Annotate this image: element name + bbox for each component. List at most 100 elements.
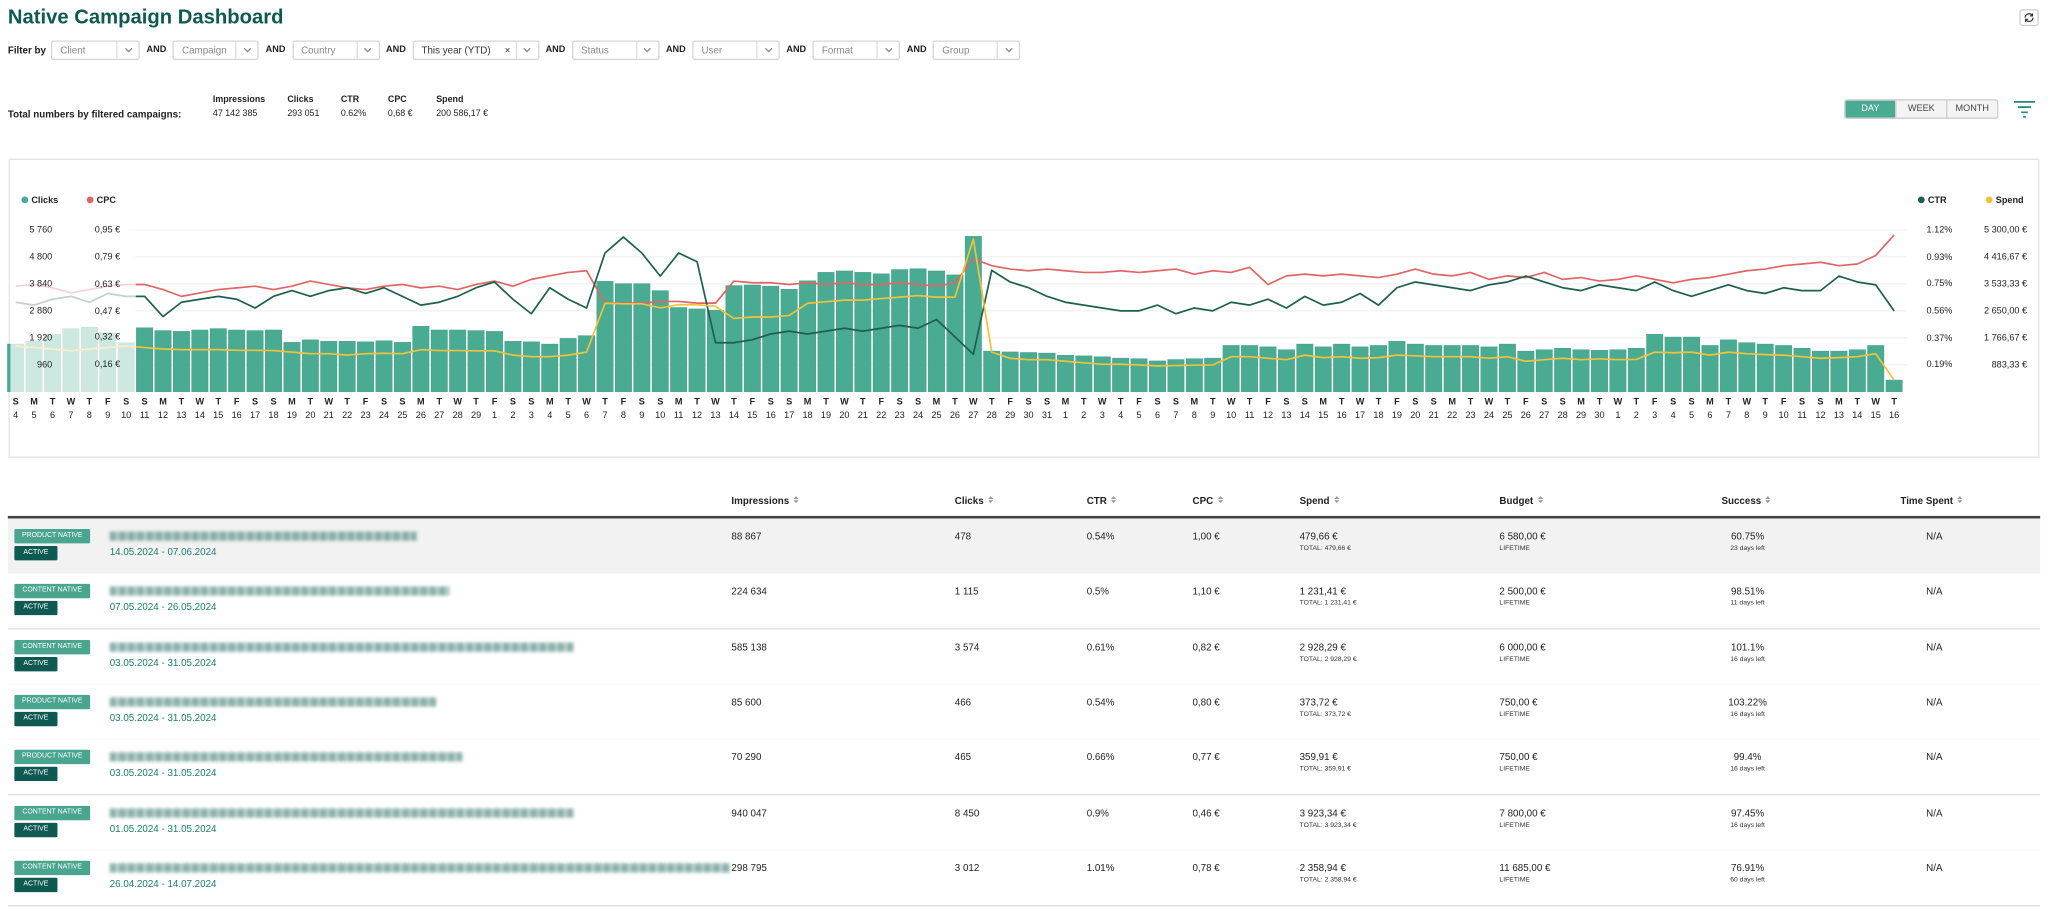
x-weekday-label: S: [639, 397, 645, 407]
refresh-button[interactable]: [2019, 9, 2039, 27]
campaign-name-obscured[interactable]: [109, 752, 463, 762]
y-tick-label: 0,79 €: [95, 252, 120, 262]
column-header[interactable]: CTR: [1087, 495, 1118, 507]
bar: [670, 307, 688, 393]
cell-cpc: 0,78 €: [1192, 861, 1220, 874]
x-tick-label: 12: [1263, 410, 1273, 420]
x-tick-label: 29: [1576, 410, 1586, 420]
bar: [1646, 333, 1664, 393]
x-weekday-label: W: [711, 397, 720, 407]
filter-dropdown[interactable]: Format: [812, 39, 901, 60]
x-tick-label: 2: [510, 410, 515, 420]
campaign-name-obscured[interactable]: [109, 586, 450, 596]
cell-spend: 479,66 €: [1299, 530, 1338, 543]
y-tick-label: 1 766,67 €: [1984, 332, 2027, 342]
filter-dropdown[interactable]: Client: [51, 39, 140, 60]
x-tick-label: 13: [1281, 410, 1291, 420]
campaign-dates: 03.05.2024 - 31.05.2024: [109, 711, 217, 724]
bar: [1296, 343, 1314, 393]
x-weekday-label: S: [1302, 397, 1308, 407]
bar: [578, 335, 596, 393]
sort-icon: [1765, 495, 1772, 507]
x-weekday-label: F: [492, 397, 498, 407]
table-row[interactable]: CONTENT NATIVE ACTIVE 26.04.2024 - 14.07.2…: [7, 850, 2041, 907]
type-badge: PRODUCT NATIVE: [14, 694, 91, 710]
table-row[interactable]: CONTENT NATIVE ACTIVE 03.05.2024 - 31.05.2…: [7, 629, 2041, 686]
x-weekday-label: F: [1781, 397, 1787, 407]
sort-arrows: [1334, 496, 1340, 504]
x-tick-label: 17: [784, 410, 794, 420]
x-weekday-label: S: [897, 397, 903, 407]
status-badge: ACTIVE: [14, 545, 58, 561]
x-weekday-label: M: [1577, 397, 1585, 407]
filter-dropdown[interactable]: Status: [571, 39, 660, 60]
column-header[interactable]: Time Spent: [1900, 495, 1963, 507]
table-row[interactable]: CONTENT NATIVE ACTIVE 07.05.2024 - 26.05.2…: [7, 573, 2041, 630]
column-header[interactable]: Clicks: [955, 495, 994, 507]
x-weekday-label: T: [1118, 397, 1124, 407]
fade-overlay: [10, 208, 136, 394]
x-tick-label: 1: [1063, 410, 1068, 420]
x-weekday-label: F: [621, 397, 627, 407]
period-button[interactable]: DAY: [1845, 100, 1896, 118]
column-header[interactable]: Spend: [1300, 495, 1340, 507]
filter-label: Filter by: [7, 43, 46, 56]
chevron-icon: [764, 47, 772, 52]
column-header[interactable]: CPC: [1192, 495, 1223, 507]
column-header[interactable]: Success: [1721, 495, 1772, 507]
x-tick-label: 25: [1502, 410, 1512, 420]
campaign-name-obscured[interactable]: [109, 697, 437, 707]
table-row[interactable]: PRODUCT NATIVE ACTIVE 03.05.2024 - 31.05.2…: [7, 684, 2041, 741]
column-header[interactable]: Impressions: [731, 495, 799, 507]
x-weekday-label: W: [1356, 397, 1365, 407]
filter-dropdown[interactable]: This year (YTD) ×: [412, 39, 540, 60]
success-rate: 101.1%: [1730, 640, 1765, 653]
campaign-name-obscured[interactable]: [109, 863, 731, 873]
total-value: 0.62%: [340, 109, 367, 119]
x-weekday-label: M: [417, 397, 425, 407]
x-tick-label: 19: [287, 410, 297, 420]
status-badge: ACTIVE: [14, 656, 58, 671]
table-row[interactable]: CONTENT NATIVE ACTIVE 01.05.2024 - 31.05.2…: [7, 794, 2041, 851]
time-spent: N/A: [1926, 696, 1943, 708]
x-tick-label: 27: [1539, 410, 1549, 420]
campaign-dates: 03.05.2024 - 31.05.2024: [109, 766, 217, 779]
bar: [283, 342, 301, 393]
bar: [1149, 360, 1166, 393]
table-row[interactable]: PRODUCT NATIVE ACTIVE 03.05.2024 - 31.05.2…: [7, 739, 2041, 796]
table-row[interactable]: PRODUCT NATIVE ACTIVE 14.05.2024 - 07.06.2…: [7, 518, 2041, 575]
legend-marker: [86, 196, 94, 204]
filter-icon[interactable]: [2011, 97, 2037, 121]
x-weekday-label: T: [1505, 397, 1511, 407]
days-left: 16 days left: [1730, 655, 1765, 663]
filter-value: Country: [301, 43, 336, 56]
x-weekday-label: W: [1485, 397, 1494, 407]
bar: [1075, 355, 1093, 393]
x-tick-label: 17: [1355, 410, 1365, 420]
column-header-text: Budget: [1499, 495, 1534, 507]
sort-arrows: [1537, 496, 1543, 504]
days-left: 16 days left: [1730, 820, 1765, 829]
cell-impressions: 940 047: [731, 806, 767, 819]
bar: [191, 329, 209, 393]
y-tick-label: 0.56%: [1927, 305, 1953, 315]
column-header[interactable]: Budget: [1499, 495, 1543, 507]
x-tick-label: 3: [529, 410, 534, 420]
filter-dropdown[interactable]: User: [692, 39, 780, 60]
filter-dropdown[interactable]: Campaign: [172, 39, 260, 60]
x-tick-label: 1: [1615, 410, 1620, 420]
clear-filter[interactable]: ×: [504, 43, 511, 56]
campaign-name-obscured[interactable]: [109, 807, 574, 817]
x-tick-label: 30: [1023, 410, 1033, 420]
y-tick-label: 4 800: [29, 251, 52, 261]
bar: [1664, 336, 1682, 393]
period-button[interactable]: MONTH: [1946, 100, 1998, 118]
x-weekday-label: S: [510, 397, 516, 407]
period-button[interactable]: WEEK: [1895, 100, 1947, 118]
bar: [596, 281, 614, 393]
campaign-name-obscured[interactable]: [109, 642, 574, 652]
filter-dropdown[interactable]: Country: [291, 39, 380, 60]
type-badge: PRODUCT NATIVE: [14, 749, 91, 765]
filter-dropdown[interactable]: Group: [933, 39, 1021, 60]
campaign-name-obscured[interactable]: [109, 531, 417, 541]
